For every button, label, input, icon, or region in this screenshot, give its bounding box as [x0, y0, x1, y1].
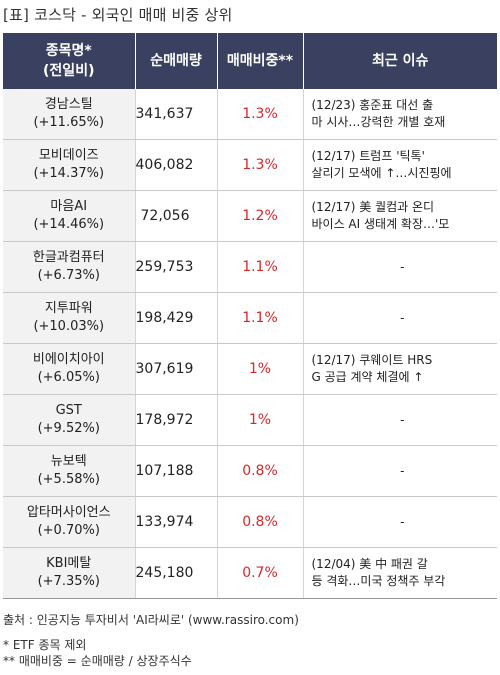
- table-header-row: 종목명* (전일비) 순매매량 매매비중** 최근 이슈: [3, 33, 497, 89]
- trade-ratio: 1.2%: [217, 190, 304, 242]
- recent-issue-cell: (12/17) 쿠웨이트 HRS G 공급 계약 체결에 ↑: [303, 343, 497, 395]
- footnote-etf: * ETF 종목 제외: [3, 638, 87, 652]
- stock-change: (+6.73%): [37, 268, 100, 283]
- net-volume: 307,619: [135, 343, 218, 395]
- table-row: 뉴보텍 (+5.58%) 107,188 0.8% -: [3, 445, 497, 497]
- net-volume: 245,180: [135, 547, 218, 599]
- net-volume: 133,974: [135, 496, 218, 548]
- header-issue: 최근 이슈: [303, 33, 497, 89]
- issue-empty: -: [400, 463, 405, 478]
- issue-empty: -: [400, 310, 405, 325]
- stock-name-cell: 한글과컴퓨터 (+6.73%): [3, 241, 136, 293]
- table-title: [표] 코스닥 - 외국인 매매 비중 상위: [3, 6, 233, 24]
- source-note: 출처 : 인공지능 투자비서 'AI라씨로' (www.rassiro.com): [3, 613, 299, 627]
- stock-name-cell: 뉴보텍 (+5.58%): [3, 445, 136, 497]
- stock-name-cell: 압타머사이언스 (+0.70%): [3, 496, 136, 548]
- foreign-trading-table: 종목명* (전일비) 순매매량 매매비중** 최근 이슈 경남스틸 (+11.65…: [3, 33, 497, 599]
- recent-issue-cell: -: [303, 394, 497, 446]
- table-row: 경남스틸 (+11.65%) 341,637 1.3% (12/23) 홍준표 대선 출…: [3, 89, 497, 140]
- issue-line-1: (12/04) 美 中 패권 갈: [311, 557, 428, 571]
- table-row: 압타머사이언스 (+0.70%) 133,974 0.8% -: [3, 496, 497, 548]
- header-ratio: 매매비중**: [217, 33, 304, 89]
- issue-empty: -: [400, 514, 405, 529]
- recent-issue-cell: -: [303, 445, 497, 497]
- stock-change: (+6.05%): [37, 370, 100, 385]
- stock-name: GST: [55, 403, 82, 418]
- issue-line-1: (12/17) 美 퀄컴과 온디: [311, 200, 435, 214]
- issue-line-1: (12/23) 홍준표 대선 출: [311, 98, 434, 112]
- stock-name-cell: 경남스틸 (+11.65%): [3, 89, 136, 140]
- table-row: 마음AI (+14.46%) 72,056 1.2% (12/17) 美 퀄컴과 온디 바…: [3, 190, 497, 242]
- stock-name: 지투파워: [44, 301, 93, 316]
- stock-name: 모비데이즈: [38, 148, 99, 163]
- issue-line-2: 마 시사…강력한 개별 호재: [311, 115, 446, 129]
- net-volume: 259,753: [135, 241, 218, 293]
- header-name: 종목명* (전일비): [3, 33, 136, 89]
- stock-change: (+14.46%): [33, 217, 105, 232]
- recent-issue-cell: -: [303, 241, 497, 293]
- net-volume: 178,972: [135, 394, 218, 446]
- stock-name: 마음AI: [50, 199, 88, 214]
- table-row: KBI메탈 (+7.35%) 245,180 0.7% (12/04) 美 中 패권 갈…: [3, 547, 497, 599]
- issue-line-2: 등 격화…미국 정책주 부각: [311, 574, 446, 588]
- footnote-ratio: ** 매매비중 = 순매매량 / 상장주식수: [3, 654, 192, 668]
- stock-name: 압타머사이언스: [26, 505, 111, 520]
- header-name-line2: (전일비): [43, 63, 95, 79]
- stock-name: 비에이치아이: [32, 352, 105, 367]
- issue-line-2: 바이스 AI 생태계 확장…'모: [311, 217, 450, 231]
- table-row: GST (+9.52%) 178,972 1% -: [3, 394, 497, 446]
- recent-issue-cell: -: [303, 496, 497, 548]
- net-volume: 72,056: [135, 190, 218, 242]
- issue-empty: -: [400, 259, 405, 274]
- stock-change: (+9.52%): [37, 421, 100, 436]
- stock-name: 뉴보텍: [50, 454, 87, 469]
- trade-ratio: 1%: [217, 394, 304, 446]
- stock-name-cell: 마음AI (+14.46%): [3, 190, 136, 242]
- table-row: 한글과컴퓨터 (+6.73%) 259,753 1.1% -: [3, 241, 497, 293]
- stock-change: (+14.37%): [33, 166, 105, 181]
- stock-name-cell: 비에이치아이 (+6.05%): [3, 343, 136, 395]
- header-name-line1: 종목명*: [45, 43, 92, 59]
- trade-ratio: 0.7%: [217, 547, 304, 599]
- issue-empty: -: [400, 412, 405, 427]
- stock-change: (+5.58%): [37, 472, 100, 487]
- issue-line-2: G 공급 계약 체결에 ↑: [311, 370, 424, 384]
- stock-name: 한글과컴퓨터: [32, 250, 105, 265]
- stock-change: (+11.65%): [33, 115, 105, 130]
- table-row: 비에이치아이 (+6.05%) 307,619 1% (12/17) 쿠웨이트 HRS G…: [3, 343, 497, 395]
- trade-ratio: 1.1%: [217, 292, 304, 344]
- stock-name: 경남스틸: [44, 97, 93, 112]
- stock-change: (+10.03%): [33, 319, 105, 334]
- header-volume: 순매매량: [135, 33, 218, 89]
- table-row: 지투파워 (+10.03%) 198,429 1.1% -: [3, 292, 497, 344]
- stock-change: (+7.35%): [37, 574, 100, 589]
- stock-name-cell: KBI메탈 (+7.35%): [3, 547, 136, 599]
- issue-line-2: 살리기 모색에 ↑…시진핑에: [311, 166, 452, 180]
- table-row: 모비데이즈 (+14.37%) 406,082 1.3% (12/17) 트럼프 '틱톡…: [3, 139, 497, 191]
- trade-ratio: 1.3%: [217, 139, 304, 191]
- trade-ratio: 0.8%: [217, 496, 304, 548]
- stock-name-cell: 지투파워 (+10.03%): [3, 292, 136, 344]
- recent-issue-cell: (12/17) 트럼프 '틱톡' 살리기 모색에 ↑…시진핑에: [303, 139, 497, 191]
- trade-ratio: 0.8%: [217, 445, 304, 497]
- net-volume: 198,429: [135, 292, 218, 344]
- net-volume: 406,082: [135, 139, 218, 191]
- recent-issue-cell: -: [303, 292, 497, 344]
- issue-line-1: (12/17) 쿠웨이트 HRS: [311, 353, 433, 367]
- net-volume: 107,188: [135, 445, 218, 497]
- trade-ratio: 1%: [217, 343, 304, 395]
- trade-ratio: 1.1%: [217, 241, 304, 293]
- trade-ratio: 1.3%: [217, 89, 304, 140]
- stock-change: (+0.70%): [37, 523, 100, 538]
- net-volume: 341,637: [135, 89, 218, 140]
- stock-name-cell: GST (+9.52%): [3, 394, 136, 446]
- stock-name-cell: 모비데이즈 (+14.37%): [3, 139, 136, 191]
- issue-line-1: (12/17) 트럼프 '틱톡': [311, 149, 425, 163]
- stock-name: KBI메탈: [46, 556, 92, 571]
